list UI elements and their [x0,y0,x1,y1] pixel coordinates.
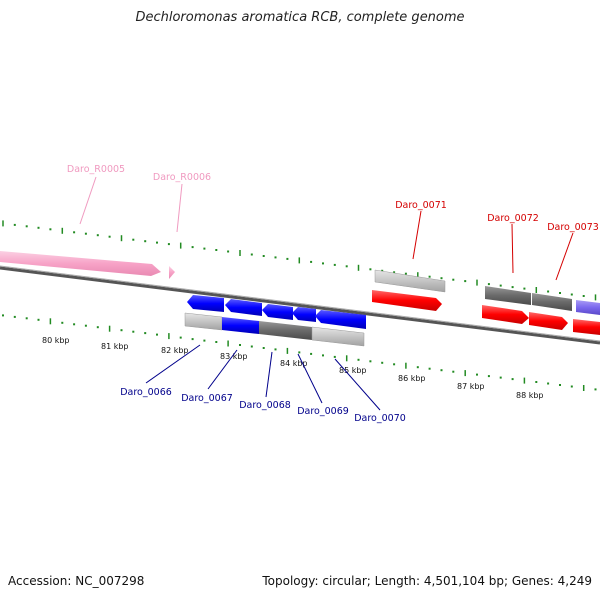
scale-label-88: 88 kbp [516,391,544,400]
gene-daro-0072-arrow[interactable] [482,305,529,324]
gene-daro-0070-arrow[interactable] [315,310,366,329]
gene-label-daro-0071[interactable]: Daro_0071 [395,200,447,211]
gene-daro-0069-arrow[interactable] [292,307,316,322]
genome-backbone [0,265,600,345]
gene-label-daro-0073[interactable]: Daro_0073 [547,222,599,233]
tick-row-upper [2,220,597,301]
scale-label-81: 81 kbp [101,342,129,351]
reverse-strand-features [184,295,366,347]
gene-label-daro-0068[interactable]: Daro_0068 [239,400,291,411]
gene-daro-0072b-box[interactable] [532,293,572,311]
gene-label-daro-0069[interactable]: Daro_0069 [297,406,349,417]
scale-labels: 80 kbp 81 kbp 82 kbp 83 kbp 84 kbp 85 kb… [42,336,544,400]
gene-label-daro-0070[interactable]: Daro_0070 [354,413,406,424]
genome-title: Dechloromonas aromatica RCB, complete ge… [135,10,465,25]
scale-label-87: 87 kbp [457,382,485,391]
gene-daro-0071-box[interactable] [374,269,446,293]
gene-label-daro-0067[interactable]: Daro_0067 [181,393,233,404]
gene-daro-0074-arrow[interactable] [573,319,600,335]
callout-lines [79,176,574,411]
gene-daro-0066-box[interactable] [184,312,223,331]
gene-daro-0073-arrow[interactable] [529,312,568,330]
scale-label-82: 82 kbp [161,346,189,355]
gene-daro-0071-arrow[interactable] [372,290,442,311]
gene-daro-0067-box[interactable] [222,317,259,334]
gene-daro-0067-arrow[interactable] [225,299,262,316]
tick-row-lower [2,314,597,391]
gene-label-daro-0066[interactable]: Daro_0066 [120,387,172,398]
scale-label-84: 84 kbp [280,359,308,368]
scale-label-86: 86 kbp [398,374,426,383]
genome-summary-label: Topology: circular; Length: 4,501,104 bp… [262,574,592,588]
scale-label-85: 85 kbp [339,366,367,375]
gene-label-daro-r0006[interactable]: Daro_R0006 [153,172,211,183]
accession-label: Accession: NC_007298 [8,574,145,588]
scale-label-83: 83 kbp [220,352,248,361]
gene-daro-0069-box[interactable] [311,326,365,347]
gene-daro-0074-box[interactable] [576,300,600,315]
gene-daro-0072-box[interactable] [485,286,531,305]
gene-daro-r0005-arrow[interactable] [0,251,161,276]
scale-label-80: 80 kbp [42,336,70,345]
gene-daro-0068-box[interactable] [259,321,312,340]
gene-label-daro-0072[interactable]: Daro_0072 [487,213,539,224]
gene-labels: Daro_R0005 Daro_R0006 Daro_0066 Daro_006… [67,164,599,424]
gene-daro-r0006-arrow[interactable] [169,266,175,279]
gene-label-daro-r0005[interactable]: Daro_R0005 [67,164,125,175]
gene-daro-0066-arrow[interactable] [187,295,224,312]
gene-daro-0068-arrow[interactable] [262,304,293,320]
forward-strand-features [0,251,600,335]
